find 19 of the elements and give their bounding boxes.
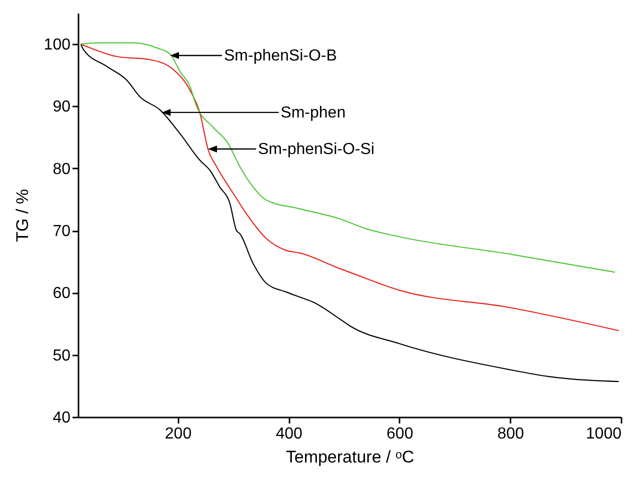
x-tick-label: 1000 [586,426,622,442]
annotation: Sm-phen [280,104,346,122]
x-tick-label: 400 [276,426,302,442]
y-tick-label: 70 [52,223,71,240]
y-tick-label: 80 [52,160,71,178]
y-axis-title: TG / % [12,189,32,242]
x-tick-label: 800 [497,426,524,442]
line-series [80,42,616,273]
y-tick-label: 40 [52,410,71,426]
y-tick-label: 60 [52,285,71,302]
y-tick-label: 90 [52,98,71,116]
x-tick-label: 200 [164,426,192,442]
annotation: Sm-phenSi-O-Si [258,141,374,158]
line-series [80,44,620,332]
y-tick-label: 100 [44,36,71,54]
x-tick-label: 600 [386,426,414,442]
annotation: Sm-phenSi-O-B [224,48,337,64]
x-axis-title: Temperature / ᵒC [286,448,414,466]
y-tick-label: 50 [52,347,71,364]
